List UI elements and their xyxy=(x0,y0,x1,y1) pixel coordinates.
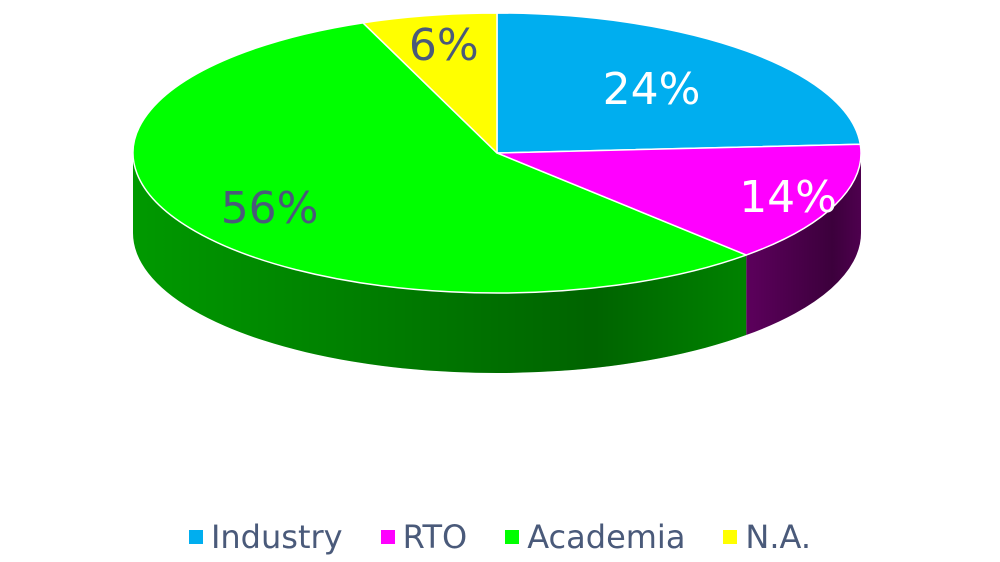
pie-slice-academia xyxy=(132,22,747,294)
pie-side-shade-rto xyxy=(746,153,861,336)
legend-item-na: N.A. xyxy=(723,521,811,553)
data-label-rto: 14% xyxy=(739,172,837,223)
pie-slice-na xyxy=(362,12,498,154)
pie-slice-industry xyxy=(496,12,862,154)
pie-side-shade-academia xyxy=(133,153,747,374)
pie-labels: 24% 14% 56% 6% xyxy=(221,20,837,234)
legend-label-rto: RTO xyxy=(402,518,468,556)
data-label-industry: 24% xyxy=(603,64,701,115)
data-label-academia: 56% xyxy=(221,183,319,234)
legend-item-industry: Industry xyxy=(188,518,343,556)
legend-label-academia: Academia xyxy=(527,518,686,556)
legend-label-na: N.A. xyxy=(745,518,812,556)
legend-swatch-industry xyxy=(188,530,203,544)
pie-chart-svg: 24% 14% 56% 6% xyxy=(132,12,862,374)
legend-swatch-na xyxy=(723,530,738,544)
legend-item-academia: Academia xyxy=(505,521,685,553)
legend-label-industry: Industry xyxy=(210,518,343,556)
legend: Industry RTO Academia N.A. xyxy=(0,512,1000,562)
legend-swatch-rto xyxy=(380,530,395,544)
data-label-na: 6% xyxy=(409,20,479,71)
legend-item-rto: RTO xyxy=(380,518,468,556)
pie-tops xyxy=(132,12,862,294)
pie-slice-rto xyxy=(496,143,862,256)
legend-swatch-academia xyxy=(505,530,520,544)
pie-sides xyxy=(133,153,861,374)
